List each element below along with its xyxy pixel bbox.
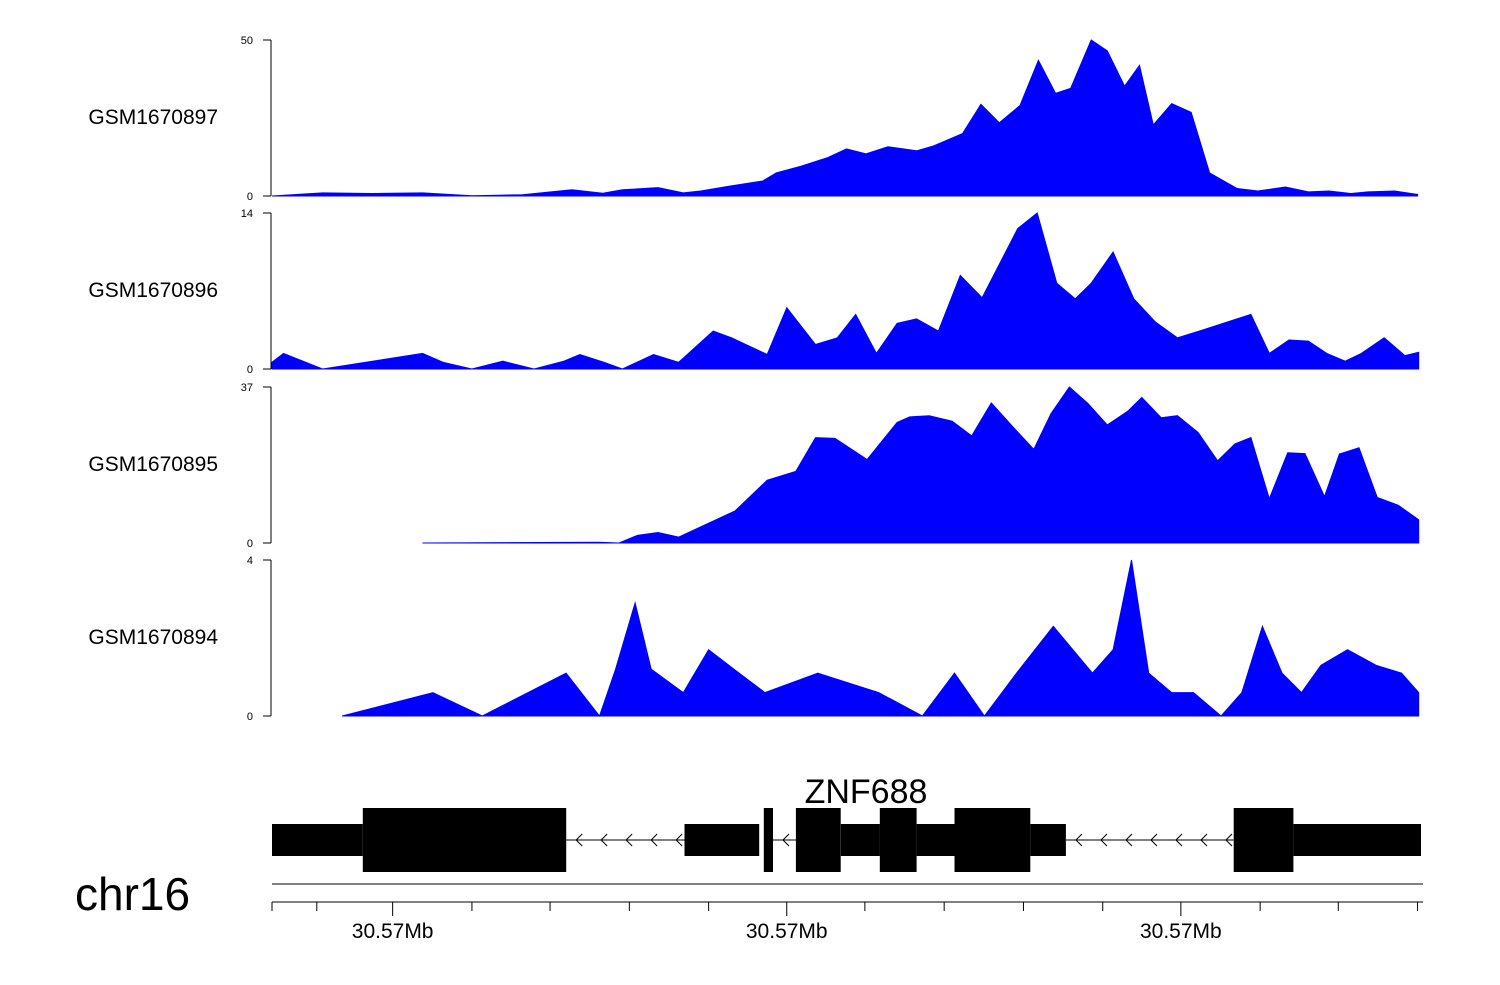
exon-utr	[1293, 824, 1421, 856]
track-gsm1670894: 4 0 GSM1670894	[88, 555, 1420, 723]
track-label: GSM1670897	[88, 106, 218, 129]
signal-area	[271, 212, 1420, 370]
strand-arrow	[1100, 833, 1108, 847]
strand-arrow	[600, 833, 608, 847]
gene-model-znf688: ZNF688	[272, 773, 1421, 872]
exon-cds	[763, 808, 773, 872]
track-label: GSM1670894	[88, 626, 218, 649]
track-gsm1670897: 50 0 GSM1670897	[88, 35, 1419, 203]
exon-utr	[840, 824, 880, 856]
x-tick-label: 30.57Mb	[1140, 920, 1222, 943]
gene-label: ZNF688	[805, 773, 928, 811]
signal-area	[422, 386, 1420, 544]
strand-arrow	[1150, 833, 1158, 847]
exon-utr	[272, 824, 363, 856]
y-tick-label-zero: 0	[247, 538, 253, 550]
y-tick-label-max: 37	[241, 382, 253, 394]
strand-arrow	[782, 833, 790, 847]
exon-cds	[954, 808, 1031, 872]
y-tick-label-zero: 0	[247, 711, 253, 723]
x-tick-label: 30.57Mb	[352, 920, 434, 943]
strand-arrow	[1125, 833, 1133, 847]
strand-arrow	[1075, 833, 1083, 847]
y-tick-label-max: 50	[241, 35, 253, 47]
exon-cds	[362, 808, 567, 872]
exon-cds	[879, 808, 917, 872]
x-tick-label: 30.57Mb	[746, 920, 828, 943]
strand-arrow	[650, 833, 658, 847]
y-tick-label-max: 4	[247, 555, 253, 567]
y-tick-label-zero: 0	[247, 364, 253, 376]
strand-arrow	[675, 833, 683, 847]
signal-area	[271, 39, 1419, 197]
track-gsm1670896: 14 0 GSM1670896	[88, 208, 1420, 376]
track-gsm1670895: 37 0 GSM1670895	[88, 382, 1420, 550]
exon-utr	[684, 824, 760, 856]
strand-arrow	[625, 833, 633, 847]
exon-utr	[916, 824, 955, 856]
y-tick-label-max: 14	[241, 208, 253, 220]
strand-arrow	[575, 833, 583, 847]
y-tick-label-zero: 0	[247, 191, 253, 203]
exon-cds	[1233, 808, 1294, 872]
genome-axis: 30.57Mb 30.57Mb 30.57Mb	[271, 883, 1423, 943]
exon-utr	[1030, 824, 1066, 856]
exon-cds	[795, 808, 841, 872]
track-label: GSM1670895	[88, 453, 218, 476]
signal-area	[341, 559, 1420, 718]
track-label: GSM1670896	[88, 279, 218, 302]
strand-arrow	[1175, 833, 1183, 847]
strand-arrow	[1200, 833, 1208, 847]
chromosome-label: chr16	[75, 868, 190, 920]
strand-arrow	[1225, 833, 1233, 847]
